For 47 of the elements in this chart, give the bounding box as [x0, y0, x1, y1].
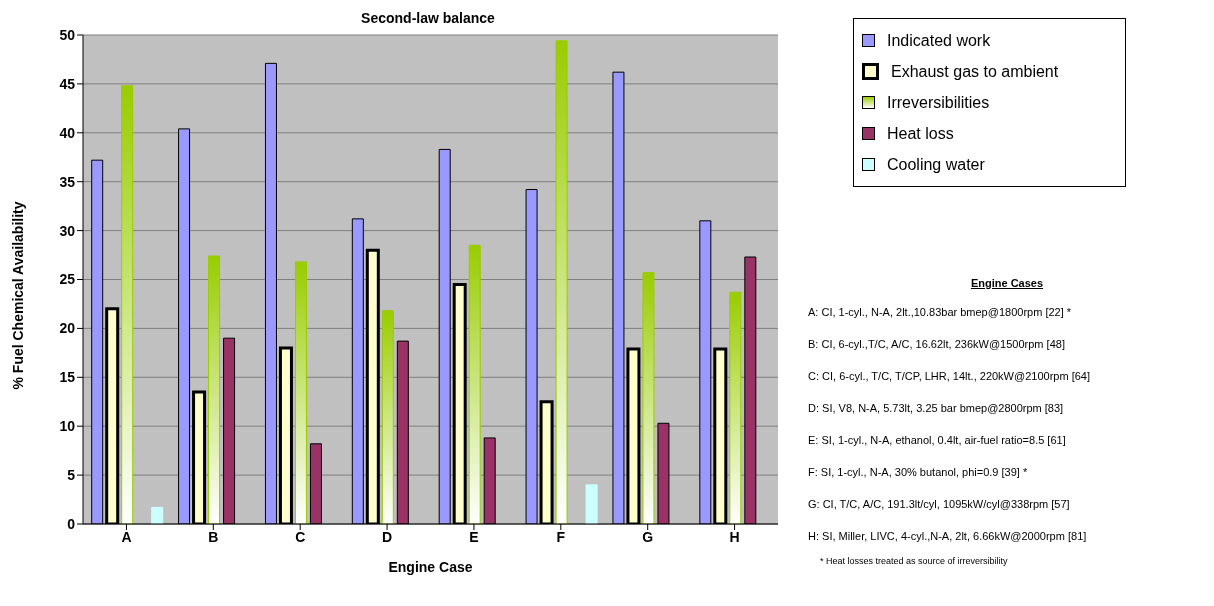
x-tick-label: C	[295, 528, 306, 545]
text: * Heat losses treated as source of irreversibility	[819, 555, 1009, 568]
x-tick-label: F	[556, 528, 566, 545]
x-tick-label: H	[729, 528, 740, 545]
x-tick-label: B	[208, 528, 219, 545]
y-tick-label: 40	[59, 124, 76, 141]
legend-label: Irreversibilities	[887, 93, 990, 112]
y-tick-label: 45	[59, 75, 76, 92]
bar	[208, 255, 221, 524]
text: Engine Cases	[969, 276, 1045, 291]
y-tick-label: 20	[59, 320, 76, 337]
y-tick-label: 50	[59, 26, 76, 43]
bar	[585, 484, 598, 524]
x-axis-title: Engine Case	[388, 559, 473, 575]
y-tick-label: 35	[59, 173, 76, 190]
chart-title: Second-law balance	[360, 10, 496, 26]
bar	[555, 40, 568, 524]
bar	[381, 310, 394, 524]
bar	[121, 85, 134, 524]
text: B: CI, 6-cyl.,T/C, A/C, 16.62lt, 236kW@1500rpm [48]	[808, 337, 1066, 352]
bar	[729, 291, 742, 524]
y-axis-title: % Fuel Chemical Availability	[9, 201, 26, 390]
y-tick-label: 15	[59, 369, 76, 386]
legend-label: Cooling water	[887, 155, 985, 174]
text: H: SI, Miller, LIVC, 4-cyl.,N-A, 2lt, 6.66kW@2000rpm [81]	[808, 529, 1088, 544]
text: C: CI, 6-cyl., T/C, T/CP, LHR, 14lt., 220kW@2100rpm [64]	[808, 369, 1091, 384]
text: F: SI, 1-cyl., N-A, 30% butanol, phi=0.9 [39] *	[808, 465, 1029, 480]
y-tick-label: 5	[67, 467, 76, 484]
y-tick-label: 0	[67, 515, 76, 532]
text: D: SI, V8, N-A, 5.73lt, 3.25 bar bmep@2800rpm [83]	[808, 401, 1065, 416]
text: G: CI, T/C, A/C, 191.3lt/cyl, 1095kW/cyl@338rpm [57]	[808, 497, 1071, 512]
bar	[151, 506, 164, 524]
bar	[294, 261, 307, 524]
bar	[642, 272, 655, 524]
y-tick-label: 25	[59, 271, 76, 288]
x-tick-label: G	[642, 528, 654, 545]
y-tick-label: 10	[59, 418, 76, 435]
legend-label: Exhaust gas to ambient	[891, 62, 1059, 81]
x-tick-label: D	[382, 528, 393, 545]
text: A: CI, 1-cyl., N-A, 2lt.,10.83bar bmep@1800rpm [22] *	[808, 305, 1073, 320]
x-tick-label: E	[469, 528, 479, 545]
y-tick-label: 30	[59, 222, 76, 239]
x-tick-label: A	[121, 528, 132, 545]
legend-label: Heat loss	[887, 124, 954, 143]
bar	[468, 244, 481, 524]
legend-label: Indicated work	[887, 31, 991, 50]
text: E: SI, 1-cyl., N-A, ethanol, 0.4lt, air-fuel ratio=8.5 [61]	[808, 433, 1067, 448]
